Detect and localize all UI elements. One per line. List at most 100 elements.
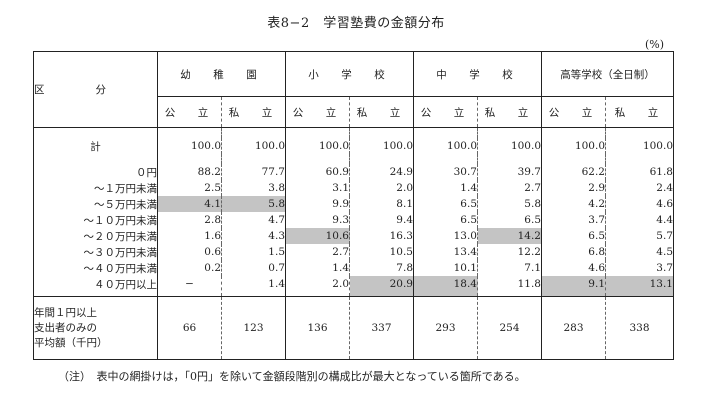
group-header: 高等学校（全日制）: [541, 51, 674, 97]
table-cell: 9.3: [285, 212, 350, 228]
table-cell: 2.7: [477, 180, 542, 196]
table-cell: 30.7: [413, 164, 478, 180]
table-cell: 1.5: [221, 244, 286, 260]
table-cell: 0.2: [157, 260, 222, 276]
table-cell: 39.7: [477, 164, 542, 180]
table-cell: 4.3: [221, 228, 286, 244]
table-cell: 2.8: [157, 212, 222, 228]
table-cell: 4.5: [605, 244, 674, 260]
table-cell: 77.7: [221, 164, 286, 180]
row-label: ４０万円以上: [33, 276, 158, 297]
table-cell: 11.8: [477, 276, 542, 297]
table-cell: 88.2: [157, 164, 222, 180]
table-cell: 3.1: [285, 180, 350, 196]
row-label: ～１万円未満: [33, 180, 158, 196]
table-cell: 4.6: [605, 196, 674, 212]
table-cell: 6.5: [413, 196, 478, 212]
average-cell: 254: [477, 296, 542, 360]
table-cell: 0.7: [221, 260, 286, 276]
private-header: 私 立: [349, 96, 414, 128]
table-cell: 61.8: [605, 164, 674, 180]
table-row: ～１万円未満 2.5 3.8 3.1 2.0 1.4 2.7 2.9 2.4: [33, 180, 674, 196]
highlighted-cell: 9.1: [541, 276, 606, 297]
table-row: 計 100.0 100.0 100.0 100.0 100.0 100.0 10…: [33, 138, 674, 154]
group-header: 中 学 校: [413, 51, 542, 97]
table-cell: 2.0: [349, 180, 414, 196]
table-cell: 100.0: [413, 138, 478, 154]
table-cell: 100.0: [477, 138, 542, 154]
table-cell: 12.2: [477, 244, 542, 260]
table-row: ～４０万円未満 0.2 0.7 1.4 7.8 10.1 7.1 4.6 3.7: [33, 260, 674, 276]
table-cell: 3.8: [221, 180, 286, 196]
highlighted-cell: 4.1: [157, 196, 222, 212]
table-row: ０円 88.2 77.7 60.9 24.9 30.7 39.7 62.2 61…: [33, 164, 674, 180]
table-cell: 2.0: [285, 276, 350, 297]
table-cell: 2.5: [157, 180, 222, 196]
highlighted-cell: 18.4: [413, 276, 478, 297]
highlighted-cell: 20.9: [349, 276, 414, 297]
table-cell: 2.7: [285, 244, 350, 260]
public-header: 公 立: [541, 96, 606, 128]
table-cell: 9.4: [349, 212, 414, 228]
table-cell: 13.0: [413, 228, 478, 244]
table-cell: 24.9: [349, 164, 414, 180]
table-cell: 60.9: [285, 164, 350, 180]
table-cell: 100.0: [221, 138, 286, 154]
table-cell: 3.7: [605, 260, 674, 276]
footnote: （注） 表中の網掛けは，「0円」を除いて金額段階別の構成比が最大となっている箇所…: [58, 370, 526, 383]
row-label: ～３０万円未満: [33, 244, 158, 260]
table-cell: 9.9: [285, 196, 350, 212]
group-header: 小 学 校: [285, 51, 414, 97]
expense-distribution-table: 区 分 幼 稚 園 小 学 校 中 学 校 高等学校（全日制） 公 立 私 立 …: [33, 51, 674, 360]
table-row: ～１０万円未満 2.8 4.7 9.3 9.4 6.5 6.5 3.7 4.4: [33, 212, 674, 228]
table-cell: 1.4: [285, 260, 350, 276]
table-cell: 2.4: [605, 180, 674, 196]
table-row: ～３０万円未満 0.6 1.5 2.7 10.5 13.4 12.2 6.8 4…: [33, 244, 674, 260]
highlighted-cell: 5.8: [221, 196, 286, 212]
table-cell: 1.4: [413, 180, 478, 196]
private-header: 私 立: [221, 96, 286, 128]
table-title: 表8−2 学習塾費の金額分布: [267, 16, 445, 31]
table-cell: 6.5: [477, 212, 542, 228]
table-cell: 7.8: [349, 260, 414, 276]
table-cell: 100.0: [605, 138, 674, 154]
group-header: 幼 稚 園: [157, 51, 286, 97]
public-header: 公 立: [285, 96, 350, 128]
table-cell: 4.4: [605, 212, 674, 228]
row-label: ～４０万円未満: [33, 260, 158, 276]
table-cell: 6.5: [413, 212, 478, 228]
average-cell: 337: [349, 296, 414, 360]
average-row: 年間１円以上 支出者のみの 平均額（千円） 66 123 136 337 293…: [33, 296, 674, 360]
public-header: 公 立: [413, 96, 478, 128]
table-cell: 62.2: [541, 164, 606, 180]
row-label: ～５万円未満: [33, 196, 158, 212]
table-row: ～５万円未満 4.1 5.8 9.9 8.1 6.5 5.8 4.2 4.6: [33, 196, 674, 212]
table-cell: 2.9: [541, 180, 606, 196]
table-cell: 5.7: [605, 228, 674, 244]
table-cell: 10.1: [413, 260, 478, 276]
table-cell: 10.5: [349, 244, 414, 260]
table-cell: 4.2: [541, 196, 606, 212]
table-cell: 100.0: [349, 138, 414, 154]
table-cell: 6.8: [541, 244, 606, 260]
average-label: 年間１円以上 支出者のみの 平均額（千円）: [33, 296, 158, 360]
row-label: 計: [33, 138, 158, 154]
average-cell: 136: [285, 296, 350, 360]
table-cell: 16.3: [349, 228, 414, 244]
table-cell: 0.6: [157, 244, 222, 260]
private-header: 私 立: [605, 96, 674, 128]
row-header: 区 分: [33, 51, 158, 128]
table-cell: 1.4: [221, 276, 286, 297]
average-cell: 123: [221, 296, 286, 360]
average-cell: 66: [157, 296, 222, 360]
table-cell: 8.1: [349, 196, 414, 212]
average-cell: 283: [541, 296, 606, 360]
highlighted-cell: 13.1: [605, 276, 674, 297]
table-cell: 100.0: [541, 138, 606, 154]
table-cell: −: [157, 276, 222, 297]
table-cell: 13.4: [413, 244, 478, 260]
table-cell: 4.7: [221, 212, 286, 228]
highlighted-cell: 14.2: [477, 228, 542, 244]
table-cell: 6.5: [541, 228, 606, 244]
private-header: 私 立: [477, 96, 542, 128]
